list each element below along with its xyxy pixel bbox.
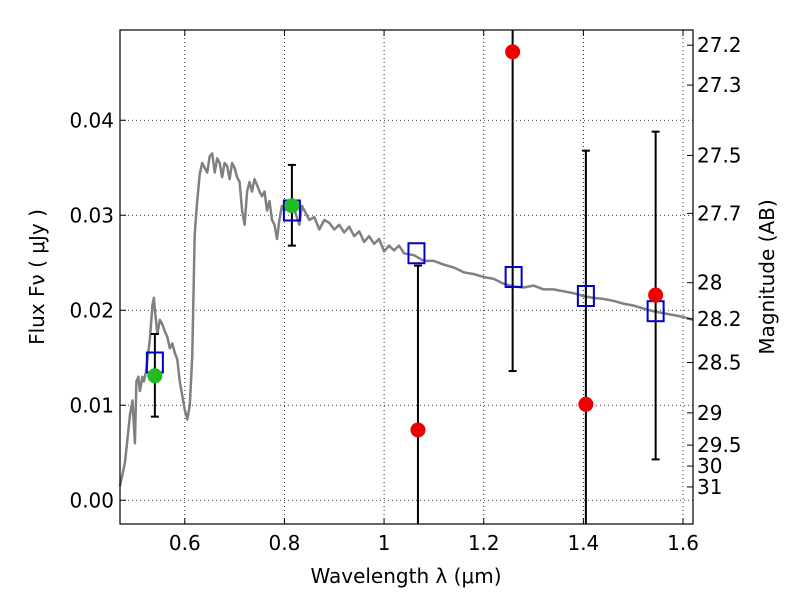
x-tick-label: 1.2 — [468, 531, 500, 555]
model-photometry-box — [407, 242, 426, 265]
mag-tick-label: 28 — [697, 271, 722, 295]
x-tick-label: 0.8 — [269, 531, 301, 555]
non-detection-point — [505, 44, 521, 60]
non-detection-point — [648, 287, 664, 303]
x-tick-label: 1.4 — [567, 531, 599, 555]
y-tick-label: 0.02 — [69, 298, 114, 322]
mag-tick-label: 27.5 — [697, 143, 742, 167]
y-tick-label: 0.01 — [69, 393, 114, 417]
mag-tick-label: 29 — [697, 401, 722, 425]
mag-tick-label: 31 — [697, 475, 722, 499]
model-photometry-box — [576, 285, 595, 307]
mag-tick-label: 28.5 — [697, 351, 742, 375]
detection-point — [147, 368, 163, 384]
x-tick-label: 1 — [378, 531, 391, 555]
non-detection-point — [578, 396, 594, 412]
x-tick-label: 0.6 — [169, 531, 201, 555]
plot-frame — [119, 29, 694, 525]
y-tick-label: 0.03 — [69, 203, 114, 227]
model-sed-curve — [118, 152, 694, 487]
mag-tick-label: 28.2 — [697, 307, 742, 331]
mag-tick-label: 29.5 — [697, 433, 742, 457]
mag-tick-label: 27.2 — [697, 33, 742, 57]
y2-axis-label: Magnitude (AB) — [755, 199, 779, 354]
mag-tick-label: 30 — [697, 454, 722, 478]
mag-tick-label: 27.7 — [697, 201, 742, 225]
plot-area — [120, 30, 693, 524]
y-tick-label: 0.04 — [69, 108, 114, 132]
mag-tick-label: 27.3 — [697, 73, 742, 97]
detection-markers — [147, 198, 300, 384]
x-axis-label: Wavelength λ (μm) — [310, 564, 501, 588]
non-detection-point — [410, 422, 426, 438]
detection-point — [284, 198, 300, 214]
model-photometry-box — [504, 266, 523, 288]
y-tick-label: 0.00 — [69, 488, 114, 512]
axis-ticks: 0.6 0.8 1 1.2 1.4 1.6 0.00 0.01 0.02 0.03 0.04 27.2… — [69, 30, 742, 555]
model-sed-line — [118, 152, 694, 487]
non-detection-markers — [410, 44, 664, 438]
x-tick-label: 1.6 — [667, 531, 699, 555]
y-axis-label: Flux Fν ( μJy ) — [25, 209, 49, 345]
